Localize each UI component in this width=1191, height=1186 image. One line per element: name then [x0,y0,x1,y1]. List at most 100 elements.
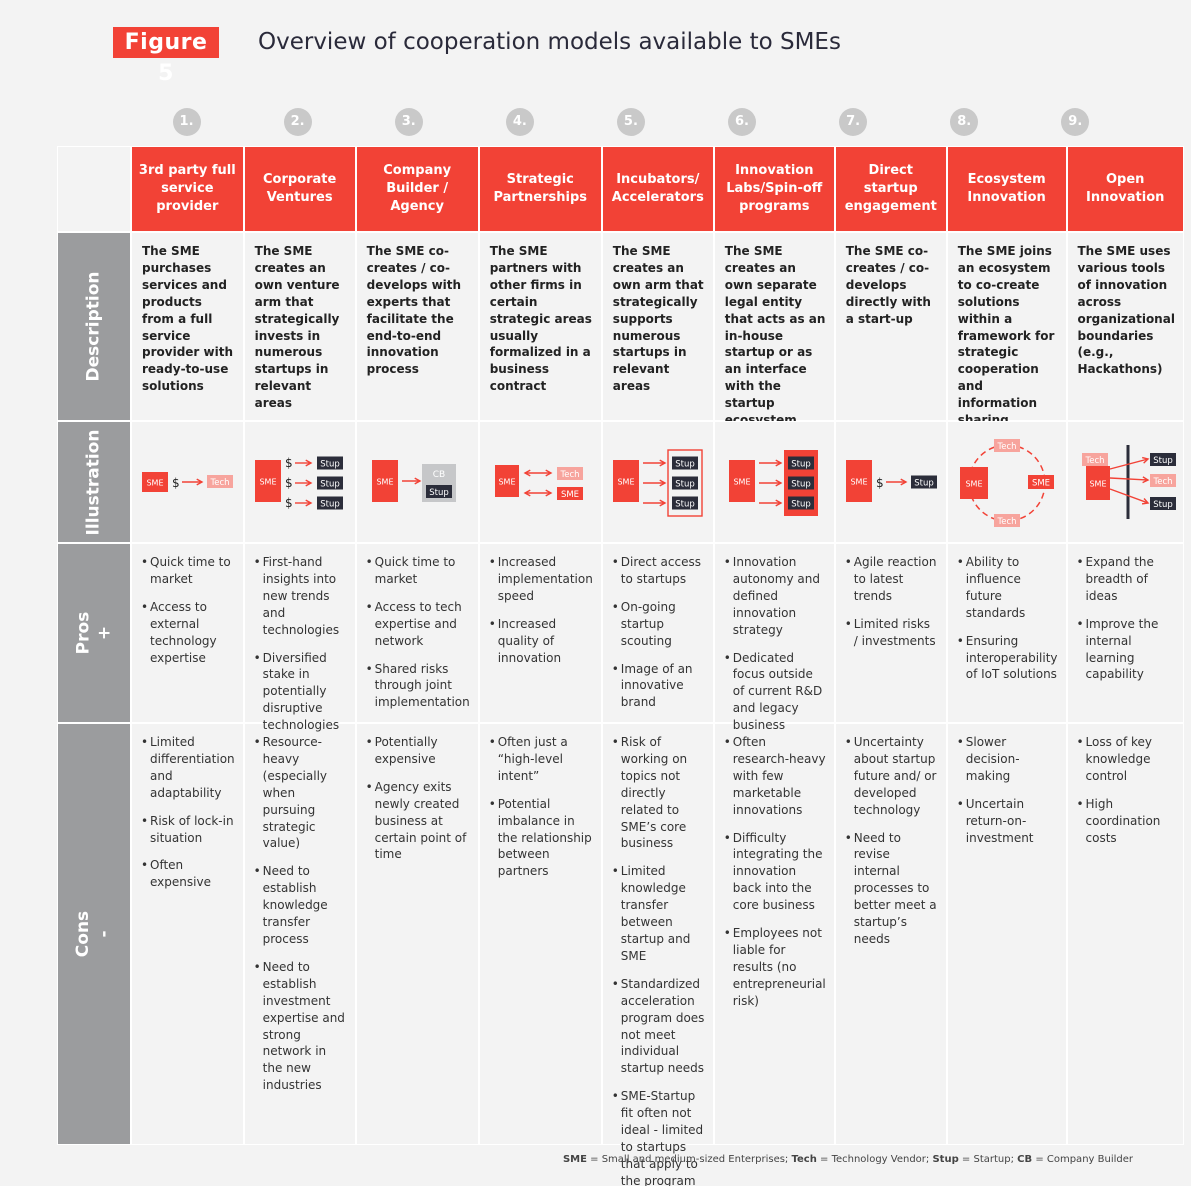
svg-text:SME: SME [734,478,751,487]
tech-vendor-icon: Tech [557,467,584,480]
illustration-diagram-7: SME $ Stup [845,460,937,502]
description-text: The SME purchases services and products … [142,244,233,394]
svg-text:Stup: Stup [675,460,695,470]
cons-cell-6: Often research-heavy with few marketable… [714,724,834,1144]
cons-list: Often research-heavy with few marketable… [724,734,826,1010]
legend-abbr: Tech [791,1154,817,1165]
double-arrow-icon [523,489,553,497]
cons-item: Potentially expensive [366,734,470,768]
model-header-3: Company Builder / Agency [356,147,478,231]
model-number-row: 1. 2. 3. 4. 5. 6. 7. 8. 9. [131,108,1131,140]
arrow-icon [294,479,313,487]
svg-text:Stup: Stup [792,480,812,490]
cons-item: Often expensive [141,857,235,891]
pros-cell-6: Innovation autonomy and defined innovati… [714,544,834,732]
startup-icon: Stup [316,476,343,490]
startup-icon: Stup [1150,453,1177,466]
pros-item: Diversified stake in potentially disrupt… [254,650,347,735]
row-label-illustration: Illustration [58,422,130,542]
model-header-6: Innovation Labs/Spin-off programs [714,147,834,231]
description-text: The SME co-creates / co-develops with ex… [366,244,462,377]
svg-text:Stup: Stup [320,500,340,510]
arrow-icon [182,478,204,486]
model-number-5: 5. [575,108,686,140]
pros-cell-8: Ability to influence future standards Ens… [947,544,1066,722]
model-number-4: 4. [464,108,575,140]
pros-list: Quick time to market Access to external t… [141,554,235,666]
dollar-icon: $ [285,476,293,490]
svg-text:Stup: Stup [675,480,695,490]
model-number-9: 9. [1020,108,1131,140]
svg-text:SME: SME [1090,480,1107,489]
illustration-cell-1: SME $ Tech [132,422,243,542]
cons-item: Limited differentiation and adaptability [141,734,235,802]
cons-item: Potential imbalance in the relationship … [489,796,593,881]
pros-cell-4: Increased implementation speed Increased … [479,544,601,722]
pros-item: Image of an innovative brand [612,661,705,712]
model-number-3: 3. [353,108,464,140]
arrow-icon [642,459,667,467]
pros-list: Direct access to startups On-going startu… [612,554,705,712]
sme-icon: SME [1027,475,1054,489]
sme-icon: SME [372,460,399,502]
model-header-7: Direct startup engagement [835,147,946,231]
pros-item: Increased quality of innovation [489,616,593,667]
pros-item: Ensuring interoperability of IoT solutio… [957,633,1058,684]
cons-list: Risk of working on topics not directly r… [612,734,705,1186]
page-title: Overview of cooperation models available… [258,29,841,55]
arrow-icon [402,477,422,485]
illustration-cell-2: SME $ Stup $ Stup $ Stup [244,422,355,542]
svg-text:Stup: Stup [914,479,934,489]
illustration-diagram-8: SME SME Tech Tech [959,439,1054,527]
pros-item: Increased implementation speed [489,554,593,605]
startup-icon: Stup [788,456,815,470]
tech-vendor-icon: Tech [1082,453,1109,466]
startup-icon: Stup [788,476,815,490]
svg-text:Tech: Tech [210,478,230,488]
sme-icon: SME [845,460,872,502]
pros-list: Innovation autonomy and defined innovati… [724,554,826,734]
pros-cell-2: First-hand insights into new trends and … [244,544,355,732]
pros-list: Expand the breadth of ideas Improve the i… [1076,554,1175,683]
sme-icon: SME [557,487,584,500]
cons-list: Limited differentiation and adaptability… [141,734,235,891]
svg-text:Stup: Stup [792,460,812,470]
model-number-circle: 8. [950,108,979,136]
tech-vendor-icon: Tech [1150,474,1177,487]
pros-item: Innovation autonomy and defined innovati… [724,554,826,639]
illustration-cell-7: SME $ Stup [835,422,946,542]
cons-item: Need to revise internal processes to bet… [845,830,938,948]
cons-item: Standardized acceleration program does n… [612,976,705,1077]
arrow-icon [1110,456,1150,470]
row-label-pros-sign: + [94,625,114,641]
cons-item: Slower decision-making [957,734,1058,785]
row-label-illustration-title: Illustration [83,429,104,535]
description-text: The SME joins an ecosystem to co-create … [957,244,1055,428]
cons-cell-3: Potentially expensive Agency exits newly … [356,724,478,1144]
cons-list: Potentially expensive Agency exits newly … [366,734,470,863]
model-number-circle: 9. [1061,108,1090,136]
illustration-cell-6: SME Stup Stup Stup [714,422,834,542]
illustration-diagram-3: SME CB Stup [372,460,457,502]
cons-item: Often just a “high-level intent” [489,734,593,785]
row-label-description-text: Description [84,272,105,382]
arrow-icon [294,459,313,467]
cons-item: Uncertain return-on-investment [957,796,1058,847]
pros-item: First-hand insights into new trends and … [254,554,347,639]
cons-item: Difficulty integrating the innovation ba… [724,830,826,915]
pros-item: On-going startup scouting [612,599,705,650]
startup-icon: Stup [426,485,453,498]
svg-text:Stup: Stup [675,500,695,510]
pros-cell-3: Quick time to market Access to tech exper… [356,544,478,722]
legend-abbr: SME [562,1154,587,1165]
legend-text: = Startup; [961,1154,1014,1165]
cons-cell-2: Resource-heavy (especially when pursuing… [244,724,355,1144]
cons-item: High coordination costs [1076,796,1175,847]
model-number-circle: 2. [283,108,312,136]
svg-text:SME: SME [1032,479,1050,489]
svg-text:Stup: Stup [320,460,340,470]
description-cell-5: The SME creates an own arm that strategi… [602,233,713,420]
cons-item: Often research-heavy with few marketable… [724,734,826,819]
sme-icon: SME [1086,466,1111,500]
illustration-cell-5: SME Stup Stup Stup [602,422,713,542]
